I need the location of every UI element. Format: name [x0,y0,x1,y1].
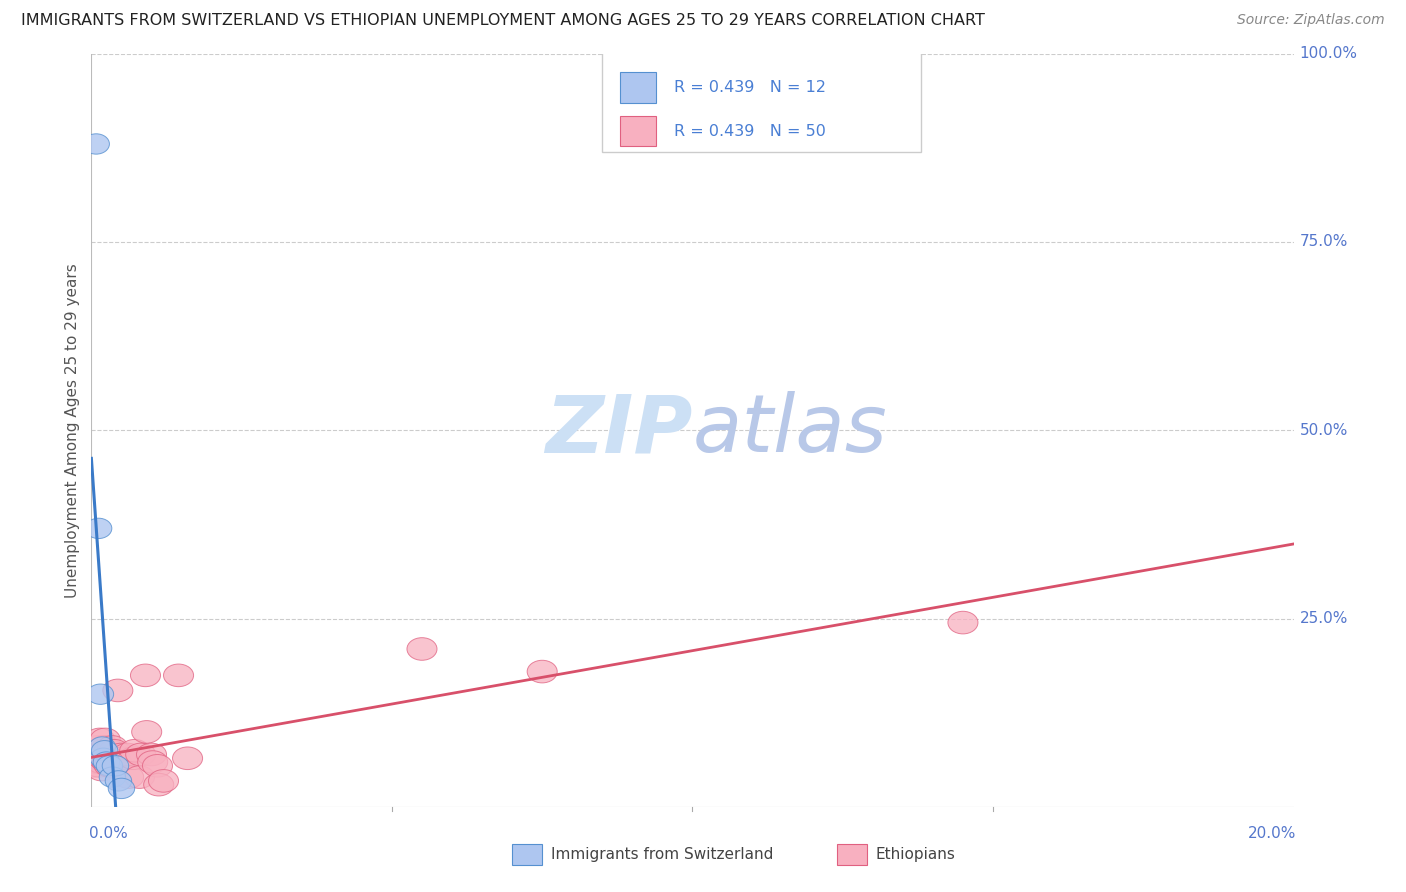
Ellipse shape [108,778,135,798]
Text: 0.0%: 0.0% [89,826,128,841]
Ellipse shape [105,771,132,791]
Ellipse shape [103,756,129,776]
Ellipse shape [87,684,114,705]
Ellipse shape [80,743,111,766]
Ellipse shape [90,748,117,768]
Text: Ethiopians: Ethiopians [875,847,955,863]
Ellipse shape [96,755,127,777]
Text: Immigrants from Switzerland: Immigrants from Switzerland [551,847,773,863]
Text: 50.0%: 50.0% [1299,423,1348,438]
Ellipse shape [97,743,128,766]
Ellipse shape [149,770,179,792]
Ellipse shape [173,747,202,770]
Text: R = 0.439   N = 50: R = 0.439 N = 50 [675,124,827,138]
Y-axis label: Unemployment Among Ages 25 to 29 years: Unemployment Among Ages 25 to 29 years [65,263,80,598]
Ellipse shape [93,747,124,770]
FancyBboxPatch shape [602,50,921,152]
Ellipse shape [86,518,112,539]
Ellipse shape [89,737,115,757]
Ellipse shape [90,728,121,751]
Ellipse shape [89,743,118,766]
FancyBboxPatch shape [837,844,866,865]
Ellipse shape [120,739,149,762]
Text: atlas: atlas [692,392,887,469]
Ellipse shape [97,736,128,758]
Text: ZIP: ZIP [546,392,692,469]
Ellipse shape [108,747,138,770]
Ellipse shape [87,758,117,780]
Ellipse shape [103,679,132,702]
Ellipse shape [84,755,114,777]
Ellipse shape [125,743,156,766]
Ellipse shape [91,743,121,766]
Ellipse shape [94,739,125,762]
Text: 25.0%: 25.0% [1299,611,1348,626]
Ellipse shape [100,767,125,788]
Text: 100.0%: 100.0% [1299,46,1358,61]
Ellipse shape [114,766,143,789]
Ellipse shape [82,751,111,773]
Ellipse shape [91,740,118,761]
Ellipse shape [142,755,173,777]
Ellipse shape [163,664,194,687]
Ellipse shape [143,773,174,796]
Text: R = 0.439   N = 12: R = 0.439 N = 12 [675,80,827,95]
Text: IMMIGRANTS FROM SWITZERLAND VS ETHIOPIAN UNEMPLOYMENT AMONG AGES 25 TO 29 YEARS : IMMIGRANTS FROM SWITZERLAND VS ETHIOPIAN… [21,13,986,29]
Ellipse shape [83,747,112,770]
Ellipse shape [118,747,149,770]
Ellipse shape [131,664,160,687]
Ellipse shape [136,743,166,766]
Ellipse shape [86,751,117,773]
Ellipse shape [132,721,162,743]
FancyBboxPatch shape [512,844,543,865]
Text: 75.0%: 75.0% [1299,235,1348,250]
Ellipse shape [93,752,120,772]
Ellipse shape [527,660,557,683]
Ellipse shape [90,736,120,758]
Ellipse shape [125,766,155,789]
Ellipse shape [94,755,125,777]
Ellipse shape [84,728,115,751]
Ellipse shape [91,751,122,773]
Ellipse shape [98,747,129,770]
Ellipse shape [87,739,117,762]
FancyBboxPatch shape [620,116,657,146]
Ellipse shape [101,751,132,773]
Ellipse shape [82,736,112,758]
Ellipse shape [86,743,115,766]
Ellipse shape [406,638,437,660]
Ellipse shape [100,739,129,762]
Ellipse shape [89,747,118,770]
Ellipse shape [96,756,122,776]
Ellipse shape [112,743,142,766]
Text: 20.0%: 20.0% [1247,826,1296,841]
Ellipse shape [138,751,167,773]
Ellipse shape [100,747,131,770]
Ellipse shape [96,747,125,770]
Text: Source: ZipAtlas.com: Source: ZipAtlas.com [1237,13,1385,28]
Ellipse shape [948,611,979,634]
FancyBboxPatch shape [620,72,657,103]
Ellipse shape [79,755,110,777]
Ellipse shape [107,743,136,766]
Ellipse shape [83,134,110,154]
Ellipse shape [83,739,114,762]
